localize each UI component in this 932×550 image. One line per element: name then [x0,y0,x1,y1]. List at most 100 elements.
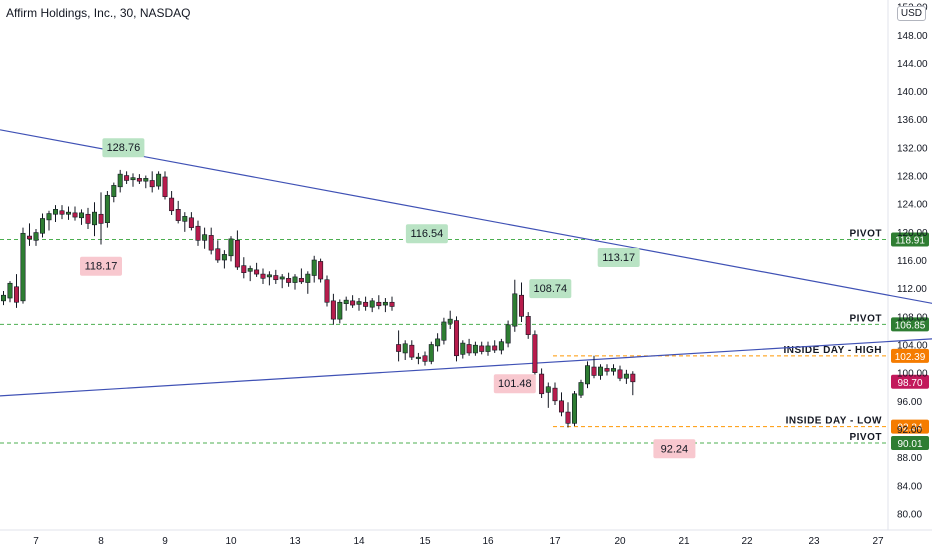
annotation-text: 116.54 [410,228,443,240]
x-tick-label: 14 [353,536,365,547]
candle-body [175,209,181,221]
candle-body [324,279,330,303]
y-axis[interactable]: 80.00 84.00 88.00 92.00 96.00 100.00 104.00 108… [897,3,928,521]
candle-body [498,341,504,351]
candle-body [228,238,234,257]
annotation-text: 118.17 [85,261,118,273]
price-tag [891,348,929,363]
x-tick-label: 17 [549,536,561,547]
y-tick-label: 124.00 [897,200,928,211]
candle-body [545,386,551,393]
candle-body [111,185,117,197]
candle-body [597,366,603,376]
candle-body [208,235,214,251]
candles-layer [0,169,636,428]
candle-body [525,316,531,335]
last-price-label: 98.70 [897,378,922,389]
low-label [493,374,536,394]
candle-body [247,268,253,272]
x-tick-label: 9 [162,536,168,547]
candle-body [630,373,636,383]
candle-body [422,355,428,362]
candle-body [14,286,20,303]
candle-body [512,293,518,327]
candle-body [415,356,421,359]
candle-body [79,212,85,219]
candle-body [460,342,466,355]
candle-body [33,232,39,241]
candle-body [130,177,136,181]
candle-body [266,274,272,278]
price-tag [891,317,929,332]
high-label [405,224,448,244]
candle-body [447,318,453,324]
candle-body [136,178,142,182]
candle-body [617,369,623,379]
low-label [80,256,122,276]
x-tick-label: 21 [678,536,690,547]
y-tick-label: 92.00 [897,425,922,436]
candle-body [532,334,538,373]
currency-button[interactable]: USD [896,6,926,21]
price-tag [891,435,929,450]
candle-body [286,278,292,283]
y-tick-label: 112.00 [897,284,927,295]
candle-body [195,225,201,241]
level-label: INSIDE DAY - HIGH [783,345,882,356]
annotation-text: 92.24 [661,443,689,455]
candle-body [558,400,564,413]
candle-body [479,345,485,352]
price-tag [891,232,929,247]
last-price-tag [891,374,929,389]
candle-body [356,301,362,305]
y-tick-label: 116.00 [897,256,927,267]
candle-body [350,300,356,306]
candle-body [382,301,388,306]
y-tick-label: 140.00 [897,87,928,98]
x-tick-label: 22 [741,536,753,547]
candle-body [492,345,498,351]
y-tick-label: 80.00 [897,509,922,520]
x-tick-label: 10 [225,536,237,547]
x-tick-label: 8 [98,536,104,547]
candle-body [221,254,227,261]
candle-body [623,373,629,379]
candle-body [466,344,472,354]
price-tag-label: 118.91 [895,236,925,247]
candle-body [279,276,285,280]
level-label: PIVOT [849,432,882,443]
low-label [653,439,696,459]
candle-body [156,173,162,187]
candle-body [7,282,13,299]
trendline-ascending [0,338,932,397]
candle-body [117,173,123,188]
y-tick-label: 148.00 [897,31,928,42]
y-tick-label: 136.00 [897,115,928,126]
price-tag-label: 106.85 [895,320,926,331]
y-tick-label: 120.00 [897,228,928,239]
candle-body [311,259,317,276]
candle-body [505,324,511,344]
price-tag-label: 102.39 [895,352,926,363]
candle-body [104,194,110,224]
horizontal-levels-layer: PIVOT 118.91 PIVOT 106.85 INSIDE DAY - HIGH 1… [0,229,929,450]
x-tick-label: 20 [614,536,626,547]
price-annotations-layer: 128.76 118.17 116.54 101.48 108.74 113.17 92.2… [80,138,696,459]
candle-body [143,178,149,182]
candle-body [396,344,402,352]
candle-body [330,300,336,320]
candle-body [0,294,7,302]
candle-body [518,294,524,317]
candle-body [363,301,369,307]
candle-body [292,276,298,283]
x-tick-label: 7 [33,536,39,547]
candle-body [591,366,597,376]
candle-body [202,234,208,241]
x-axis[interactable]: 7 8 9 10 13 14 15 16 17 20 21 22 23 27 [33,536,884,547]
chart-title: Affirm Holdings, Inc., 30, NASDAQ [6,6,191,20]
y-tick-label: 128.00 [897,172,928,183]
candle-body [578,382,584,396]
price-tag-label: 90.01 [897,439,922,450]
y-tick-label: 96.00 [897,397,922,408]
